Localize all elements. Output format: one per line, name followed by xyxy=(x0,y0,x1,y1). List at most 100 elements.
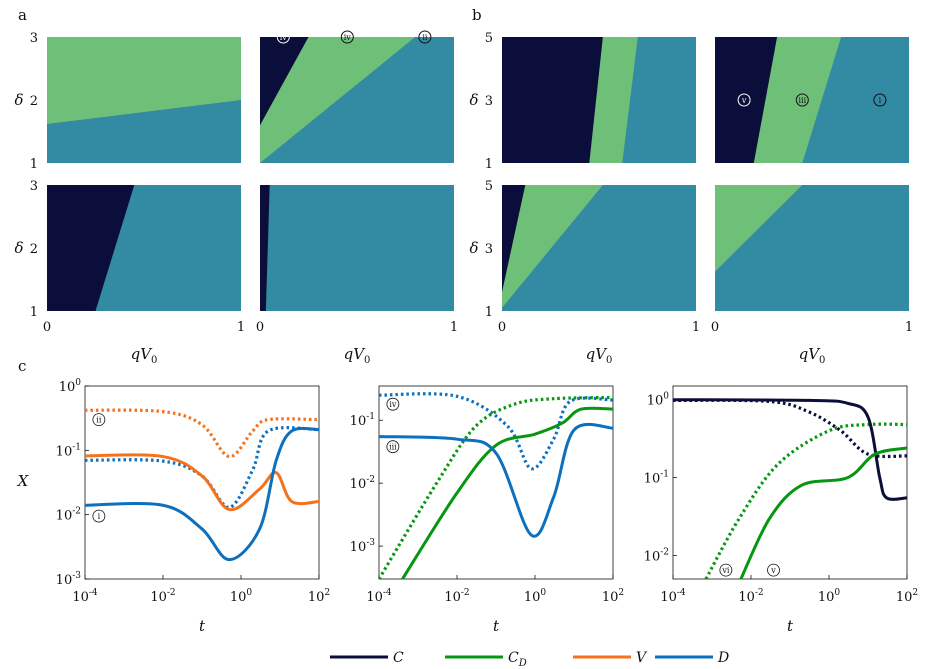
phase-map-a-top-left xyxy=(47,37,241,163)
region-cd xyxy=(260,37,416,163)
y-tick-label: 100 xyxy=(59,378,82,395)
series-V-solid xyxy=(85,453,319,512)
series-C_D-dotted xyxy=(704,422,907,579)
x-axis-label: t xyxy=(787,617,794,635)
annotation-label: vi xyxy=(721,566,730,575)
x-tick-label: 1 xyxy=(450,320,458,335)
annotation-circle xyxy=(386,397,400,411)
series-C-solid xyxy=(673,398,907,501)
x-tick-label: 0 xyxy=(498,320,506,335)
legend-label-C: C xyxy=(393,650,404,666)
line-panel-c2: iv iii xyxy=(378,385,614,580)
phase-map-b-bottom-left xyxy=(502,185,696,311)
line-panel-c3: vi v xyxy=(672,385,908,580)
y-axis-label: X xyxy=(17,472,30,490)
x-tick-label: 100 xyxy=(818,588,841,605)
x-tick-label: 1 xyxy=(237,320,245,335)
region-c xyxy=(502,185,526,311)
marker-circle xyxy=(795,93,809,107)
panel-letter-c: c xyxy=(18,357,26,375)
phase-map-a-bottom-left xyxy=(47,185,241,311)
x-tick-label: 102 xyxy=(896,588,918,605)
y-tick-label: 100 xyxy=(647,392,670,409)
y-tick-label: 10-3 xyxy=(350,538,376,555)
y-tick-label: 3 xyxy=(30,179,38,194)
region-cd xyxy=(47,37,241,163)
region-c xyxy=(260,185,270,311)
annotation-label: i xyxy=(98,512,101,521)
region-d xyxy=(260,185,454,311)
x-tick-label: 10-2 xyxy=(738,588,763,605)
x-tick-label: 0 xyxy=(711,320,719,335)
x-tick-label: 100 xyxy=(230,588,253,605)
region-c xyxy=(260,37,309,163)
annotation-circle xyxy=(386,440,400,454)
x-axis-label: qV0 xyxy=(799,345,826,366)
marker-circle xyxy=(340,30,354,44)
marker-circle xyxy=(873,93,887,107)
line-panel-c1: iii xyxy=(84,385,320,580)
region-cd xyxy=(502,185,603,311)
y-tick-label: 10-2 xyxy=(56,507,81,524)
y-tick-label: 1 xyxy=(485,305,493,320)
x-tick-label: 1 xyxy=(905,320,913,335)
y-tick-label: 2 xyxy=(30,94,38,109)
marker-label: ii xyxy=(422,33,428,42)
x-tick-label: 0 xyxy=(43,320,51,335)
y-tick-label: 10-1 xyxy=(56,442,81,459)
legend-label-C_D: CD xyxy=(508,650,527,669)
annotation-label: v xyxy=(770,566,776,575)
series-C_D-dotted xyxy=(379,395,613,579)
x-tick-label: 10-2 xyxy=(444,588,469,605)
phase-map-b-top-right: v iii i xyxy=(715,37,909,163)
x-tick-label: 10-4 xyxy=(72,588,98,605)
phase-map-b-top-left xyxy=(502,37,696,163)
region-cd xyxy=(715,185,803,311)
x-axis-label: t xyxy=(199,617,206,635)
x-tick-label: 0 xyxy=(256,320,264,335)
y-axis-label: δ xyxy=(14,91,23,109)
plot-frame xyxy=(672,385,908,580)
annotation-circle xyxy=(767,563,780,577)
region-c xyxy=(715,37,778,163)
y-tick-label: 3 xyxy=(30,31,38,46)
y-tick-label: 10-1 xyxy=(350,412,375,429)
series-D-solid xyxy=(85,426,319,562)
marker-label: iv xyxy=(280,33,288,42)
annotation-circle xyxy=(719,563,733,577)
y-axis-label: δ xyxy=(469,91,478,109)
marker-circle xyxy=(737,93,751,107)
marker-label: i xyxy=(879,96,882,105)
x-tick-label: 10-2 xyxy=(150,588,175,605)
y-tick-label: 1 xyxy=(30,305,38,320)
plot-frame xyxy=(378,385,614,580)
region-c xyxy=(47,185,135,311)
x-axis-label: qV0 xyxy=(131,345,158,366)
y-tick-label: 5 xyxy=(485,31,493,46)
plot-frame xyxy=(84,385,320,580)
y-tick-label: 10-2 xyxy=(644,548,669,565)
annotation-circle xyxy=(92,509,106,523)
y-tick-label: 2 xyxy=(30,242,38,257)
series-D-dotted xyxy=(379,392,613,471)
x-tick-label: 100 xyxy=(524,588,547,605)
phase-map-a-bottom-right xyxy=(260,185,454,311)
y-axis-label: δ xyxy=(14,239,23,257)
marker-circle xyxy=(418,30,432,44)
x-tick-label: 10-4 xyxy=(660,588,686,605)
series-C_D-solid xyxy=(401,406,613,579)
legend-label-V: V xyxy=(636,650,648,666)
y-tick-label: 5 xyxy=(485,179,493,194)
annotation-label: iv xyxy=(389,400,397,409)
y-tick-label: 10-2 xyxy=(350,475,375,492)
x-tick-label: 1 xyxy=(692,320,700,335)
y-tick-label: 1 xyxy=(30,157,38,172)
series-D-dotted xyxy=(85,426,319,509)
annotation-label: iii xyxy=(389,443,397,452)
annotation-label: ii xyxy=(96,416,102,425)
region-c xyxy=(502,37,603,163)
legend: C CD V D xyxy=(330,650,729,669)
phase-map-a-top-right: iv iv ii xyxy=(260,30,454,163)
x-tick-label: 10-4 xyxy=(366,588,392,605)
